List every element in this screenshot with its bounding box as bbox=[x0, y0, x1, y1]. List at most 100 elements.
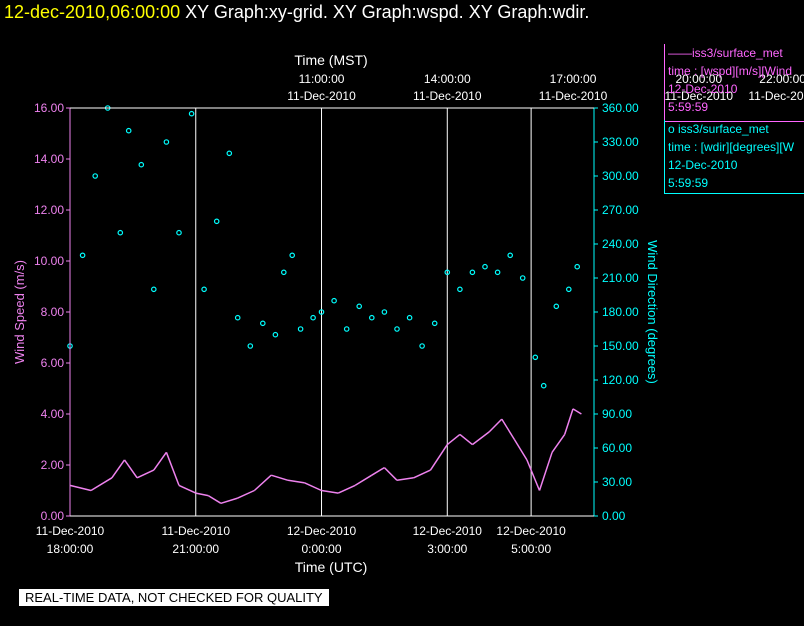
wdir-point-20 bbox=[297, 326, 304, 332]
wspd-segment-26 bbox=[459, 433, 473, 446]
right-tick-label-1: 30.00 bbox=[602, 475, 632, 489]
bottom-tick-date-1: 11-Dec-2010 bbox=[162, 524, 231, 538]
legend-wspd-line1: ——iss3/surface_met bbox=[668, 46, 783, 60]
wdir-point-31 bbox=[431, 320, 438, 327]
wspd-segment-3 bbox=[111, 459, 126, 479]
top-tick-date-2: 11-Dec-2010 bbox=[539, 89, 608, 103]
top-tick-time-3: 20:00:00 bbox=[675, 72, 722, 86]
wspd-segment-2 bbox=[90, 477, 113, 492]
legend-wdir-line3: 12-Dec-2010 bbox=[668, 158, 738, 172]
wdir-point-37 bbox=[507, 252, 514, 259]
wdir-point-29 bbox=[406, 314, 413, 321]
legend-wdir-line1: o iss3/surface_met bbox=[668, 122, 769, 136]
bottom-tick-time-3: 3:00:00 bbox=[427, 542, 467, 556]
wdir-point-18 bbox=[280, 269, 287, 276]
wspd-segment-10 bbox=[207, 494, 222, 504]
wdir-point-5 bbox=[125, 127, 132, 134]
wspd-segment-17 bbox=[321, 489, 339, 494]
legend-wdir-line2: time : [wdir][degrees][W bbox=[668, 140, 795, 154]
right-tick-label-4: 120.00 bbox=[602, 373, 639, 387]
wspd-segment-30 bbox=[513, 439, 528, 461]
right-tick-label-8: 240.00 bbox=[602, 237, 639, 251]
header-graph-3: XY Graph:wdir. bbox=[468, 2, 590, 22]
wspd-segment-28 bbox=[488, 418, 503, 433]
wdir-point-1 bbox=[79, 252, 86, 259]
top-tick-date-0: 11-Dec-2010 bbox=[287, 89, 356, 103]
tick-layer: 0.00 2.00 4.00 6.00 8.00 10.00 12.00 14.00 16.00… bbox=[34, 72, 804, 556]
left-tick-label-7: 14.00 bbox=[34, 152, 64, 166]
wdir-point-4 bbox=[117, 229, 124, 236]
top-tick-time-2: 17:00:00 bbox=[550, 72, 597, 86]
legend-wspd-line3: 12-Dec-2010 bbox=[668, 82, 738, 96]
wdir-point-28 bbox=[394, 326, 400, 332]
right-tick-label-9: 270.00 bbox=[602, 203, 639, 217]
wdir-point-6 bbox=[138, 161, 145, 168]
wdir-point-23 bbox=[331, 297, 337, 304]
wdir-point-25 bbox=[356, 303, 363, 310]
wspd-segment-12 bbox=[237, 489, 255, 499]
wdir-point-14 bbox=[234, 314, 241, 321]
wdir-point-9 bbox=[176, 229, 182, 236]
wdir-point-21 bbox=[310, 314, 316, 321]
right-tick-label-6: 180.00 bbox=[602, 305, 639, 319]
wspd-segment-6 bbox=[153, 451, 168, 471]
wspd-segment-5 bbox=[136, 469, 155, 479]
wdir-point-43 bbox=[574, 263, 581, 270]
top-tick-time-4: 22:00:00 bbox=[759, 72, 804, 86]
wdir-point-33 bbox=[457, 286, 463, 293]
wdir-point-13 bbox=[226, 150, 233, 157]
right-axis-title: Wind Direction (degrees) bbox=[645, 240, 660, 384]
wdir-point-12 bbox=[213, 218, 220, 225]
frame-layer bbox=[69, 107, 595, 517]
bottom-tick-time-1: 21:00:00 bbox=[172, 542, 219, 556]
wspd-segment-33 bbox=[551, 433, 566, 453]
top-axis-title: Time (MST) bbox=[294, 52, 367, 68]
right-tick-label-3: 90.00 bbox=[602, 407, 632, 421]
wspd-segment-8 bbox=[178, 484, 197, 494]
grid-layer bbox=[69, 108, 532, 516]
header-graph-2: XY Graph:wspd. bbox=[332, 2, 464, 22]
wspd-segment-4 bbox=[123, 459, 138, 479]
header-bar: 12-dec-2010,06:00:00 XY Graph:xy-grid. X… bbox=[0, 0, 680, 26]
wdir-point-15 bbox=[247, 343, 254, 349]
top-tick-date-4: 11-Dec-2010 bbox=[748, 89, 804, 103]
right-tick-label-11: 330.00 bbox=[602, 135, 639, 149]
wdir-point-19 bbox=[289, 252, 296, 259]
right-tick-label-12: 360.00 bbox=[602, 101, 639, 115]
wdir-point-7 bbox=[151, 286, 157, 293]
wspd-segment-20 bbox=[371, 466, 385, 476]
wdir-point-34 bbox=[469, 269, 476, 276]
wspd-segment-14 bbox=[270, 474, 289, 482]
legend-wdir: o iss3/surface_met time : [wdir][degrees… bbox=[664, 120, 804, 194]
left-tick-label-6: 12.00 bbox=[34, 203, 64, 217]
wdir-point-32 bbox=[444, 269, 451, 276]
left-tick-label-3: 6.00 bbox=[41, 356, 65, 370]
right-tick-label-0: 0.00 bbox=[602, 509, 626, 523]
wdir-point-41 bbox=[553, 303, 560, 310]
wdir-point-10 bbox=[188, 110, 195, 117]
left-tick-label-1: 2.00 bbox=[41, 458, 65, 472]
wspd-segment-1 bbox=[69, 484, 92, 492]
wdir-point-8 bbox=[163, 139, 170, 145]
wdir-point-36 bbox=[494, 269, 501, 276]
left-tick-label-2: 4.00 bbox=[41, 407, 65, 421]
bottom-tick-time-4: 5:00:00 bbox=[511, 542, 551, 556]
header-graph-1: XY Graph:xy-grid. bbox=[185, 2, 328, 22]
series-layer bbox=[67, 105, 582, 505]
wspd-segment-35 bbox=[572, 408, 582, 415]
wspd-segment-27 bbox=[471, 431, 490, 446]
wspd-segment-9 bbox=[195, 492, 209, 497]
legend-wspd-line2: time : [wspd][m/s][Wind bbox=[668, 64, 793, 78]
wspd-segment-7 bbox=[165, 452, 180, 486]
right-tick-label-2: 60.00 bbox=[602, 441, 632, 455]
wdir-point-24 bbox=[343, 326, 350, 332]
top-tick-time-0: 11:00:00 bbox=[299, 72, 345, 86]
wdir-point-16 bbox=[259, 320, 266, 327]
wspd-segment-11 bbox=[220, 497, 238, 505]
left-tick-label-4: 8.00 bbox=[41, 305, 65, 319]
top-tick-time-1: 14:00:00 bbox=[424, 72, 471, 86]
top-tick-date-1: 11-Dec-2010 bbox=[413, 89, 482, 103]
bottom-tick-date-2: 12-Dec-2010 bbox=[287, 524, 357, 538]
wdir-point-38 bbox=[519, 275, 526, 281]
